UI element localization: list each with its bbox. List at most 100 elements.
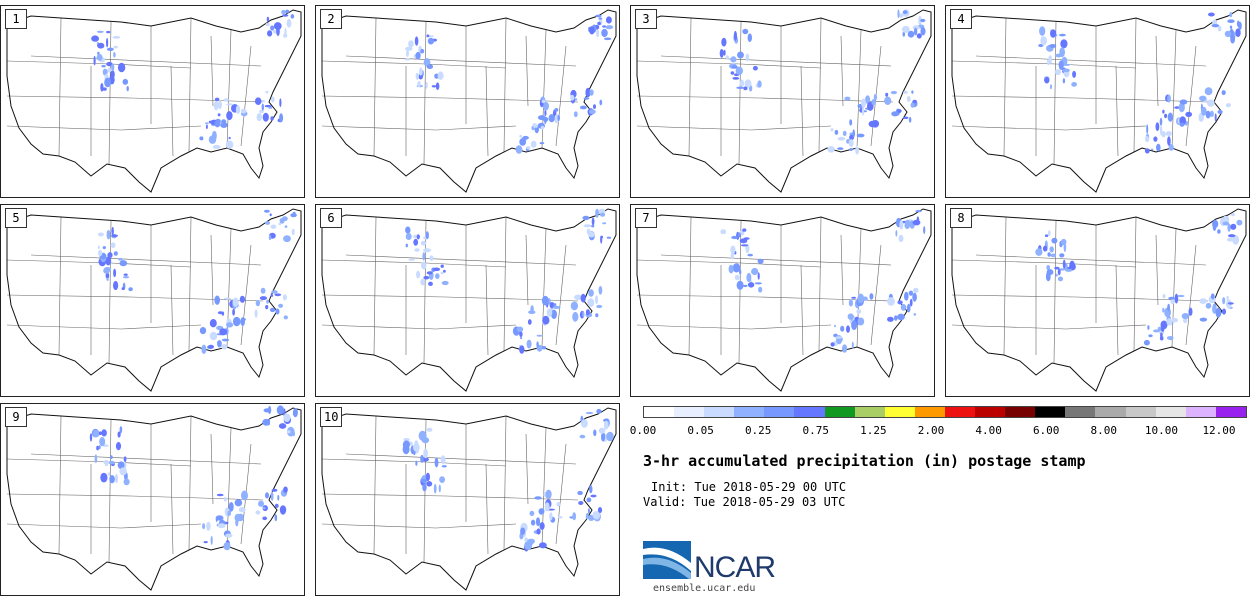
precip-cell (260, 287, 266, 294)
precip-cell (837, 147, 844, 151)
precip-cell (534, 496, 542, 500)
precip-cell (548, 114, 555, 123)
precip-cell (1230, 223, 1237, 230)
us-precip-map (6, 405, 302, 591)
precip-cell (92, 429, 100, 438)
precip-cell (855, 145, 859, 155)
precip-cell (570, 301, 579, 311)
precip-cell (1199, 298, 1207, 304)
precip-cell (849, 148, 853, 151)
state-border (870, 244, 882, 346)
precip-cell (123, 456, 127, 463)
precip-cell (1044, 76, 1050, 84)
precip-cell (1210, 293, 1215, 300)
precip-cell (580, 293, 586, 303)
precip-cell (1060, 39, 1068, 49)
precip-cell (107, 67, 111, 73)
precip-cell (1179, 99, 1188, 105)
state-border (525, 35, 529, 107)
precip-cell (736, 86, 744, 90)
precip-cell (287, 430, 291, 434)
precip-cell (544, 117, 547, 125)
precip-cell (277, 494, 280, 501)
precip-cell (884, 96, 892, 106)
precip-cell (1062, 68, 1070, 73)
precip-cell (574, 294, 582, 301)
state-border (210, 433, 214, 505)
precip-cell (1039, 26, 1046, 36)
precip-cell (223, 98, 229, 102)
precip-cell (223, 297, 232, 300)
state-border (541, 228, 547, 348)
precip-cell (232, 316, 241, 327)
precip-cell (283, 315, 288, 320)
precip-cell (225, 533, 233, 538)
precip-cell (1059, 253, 1065, 258)
state-border (818, 216, 822, 352)
precip-cell (1204, 87, 1213, 96)
colorbar-swatch (1095, 407, 1126, 417)
precip-cell (851, 296, 857, 299)
precip-cell (254, 97, 262, 105)
precip-cell (601, 28, 608, 38)
precip-cell (111, 63, 115, 72)
state-border (951, 125, 1147, 131)
precip-cell (214, 97, 220, 102)
state-border (951, 95, 1209, 103)
precip-cell (542, 346, 547, 350)
precip-cell (1222, 215, 1230, 224)
precip-cell (539, 142, 545, 145)
precip-cell (590, 494, 597, 498)
precip-cell (1174, 293, 1179, 304)
precip-cell (425, 231, 429, 240)
precip-cell (842, 344, 848, 353)
precip-cell (856, 309, 862, 314)
state-border (503, 415, 507, 551)
state-border (1115, 65, 1119, 157)
ensemble-member-panel: 6 (315, 204, 620, 397)
precip-cell (115, 442, 122, 451)
precip-cell (212, 144, 221, 149)
ensemble-member-panel: 9 (0, 403, 305, 596)
precip-cell (1057, 276, 1064, 282)
precip-cell (744, 79, 752, 88)
precip-cell (103, 267, 112, 272)
precip-cell (573, 111, 578, 118)
precip-cell (916, 33, 922, 39)
ensemble-member-panel: 10 (315, 403, 620, 596)
precip-cell (119, 260, 128, 267)
precip-cell (834, 336, 842, 339)
precip-cell (830, 128, 834, 132)
precip-cell (1162, 307, 1165, 313)
precip-cell (225, 140, 234, 149)
precip-cell (742, 228, 747, 232)
state-border (975, 254, 1207, 266)
precip-cell (549, 512, 553, 521)
colorbar-tick-label: 0.25 (744, 424, 772, 437)
precip-cell (420, 454, 424, 463)
precip-cell (426, 271, 433, 275)
precip-cell (920, 27, 926, 36)
precip-cell (1199, 95, 1207, 102)
precip-cell (830, 342, 835, 347)
colorbar-tick-label: 0.05 (687, 424, 714, 437)
precip-cell (1164, 113, 1168, 119)
precip-cell (1058, 60, 1064, 71)
precip-cell (530, 140, 537, 148)
precip-cell (527, 538, 535, 544)
precip-cell (1236, 20, 1240, 27)
precip-cell (519, 331, 523, 338)
colorbar-tick-label: 10.00 (1144, 424, 1178, 437)
state-border (210, 234, 214, 306)
precip-cell (530, 306, 534, 312)
precip-cell (265, 22, 270, 27)
precip-cell (1179, 116, 1186, 125)
state-border (975, 55, 1207, 67)
precip-cell (417, 81, 421, 88)
colorbar-swatch (644, 407, 675, 417)
precip-cell (119, 426, 123, 434)
precip-cell (423, 248, 431, 253)
precip-cell (213, 100, 219, 111)
precip-cell (106, 30, 111, 34)
precip-cell (270, 224, 277, 229)
